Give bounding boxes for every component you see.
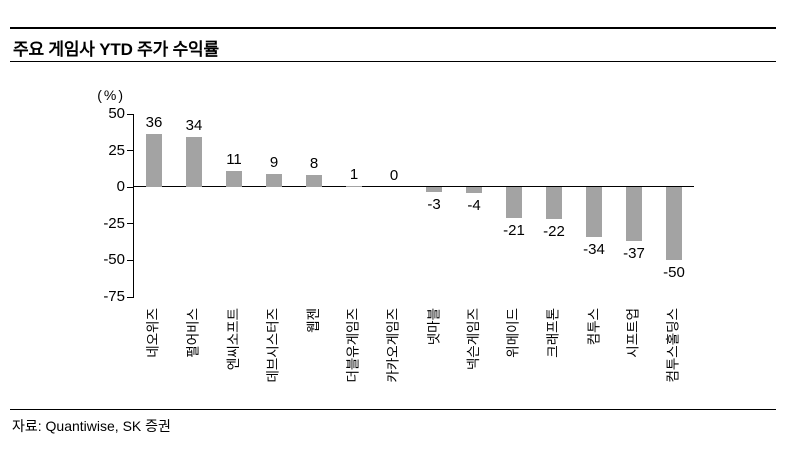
y-axis-unit-label: (%) (97, 87, 125, 103)
y-tick-mark (127, 296, 134, 298)
source-note: 자료: Quantiwise, SK 증권 (12, 418, 171, 434)
x-category-label: 네오위즈 (146, 308, 161, 358)
bar (586, 187, 602, 237)
x-category-label: 위메이드 (506, 308, 521, 358)
bar-value-label: -4 (467, 197, 481, 215)
bar-value-label: -50 (663, 264, 685, 282)
y-tick-label: -50 (103, 251, 125, 269)
y-tick-mark (127, 186, 134, 188)
x-category-label: 펄어비스 (186, 308, 201, 358)
y-axis-tick-labels: 50 25 0 -25 -50 -75 (70, 105, 125, 305)
bar-chart-plot-area: 36 네오위즈 34 펄어비스 11 엔씨소프트 9 데브시스터즈 8 웹젠 1 더블유게임즈 0 카카오… (127, 113, 694, 383)
y-tick-label: -75 (103, 288, 125, 305)
x-category-label: 컴투스홀딩스 (666, 308, 681, 383)
bar (146, 134, 162, 188)
x-axis-line (134, 186, 694, 188)
bar-value-label: 9 (269, 154, 279, 172)
bar-value-label: -34 (583, 240, 605, 258)
bar-value-label: -3 (427, 195, 441, 213)
footer-rule (10, 409, 776, 410)
x-category-label: 넷마블 (426, 308, 441, 346)
x-category-label: 넥슨게임즈 (466, 308, 481, 371)
y-tick-label: 50 (108, 105, 125, 122)
bar-value-label: -22 (543, 223, 565, 241)
y-tick-mark (127, 113, 134, 115)
bar (306, 175, 322, 188)
bar (186, 137, 202, 188)
bar (506, 187, 522, 218)
x-category-label: 더블유게임즈 (346, 308, 361, 383)
bar-value-label: 36 (145, 114, 163, 132)
bar (546, 187, 562, 220)
y-tick-mark (127, 150, 134, 152)
bar (666, 187, 682, 261)
y-tick-label: 25 (108, 141, 125, 159)
x-category-label: 컴투스 (586, 308, 601, 346)
x-category-label: 웹젠 (306, 308, 321, 333)
bar (346, 185, 362, 188)
bar-value-label: 1 (349, 165, 359, 183)
title-rule-top (10, 27, 776, 29)
bar (266, 174, 282, 188)
bar-value-label: 0 (389, 167, 399, 185)
bar (466, 187, 482, 194)
x-category-label: 크래프톤 (546, 308, 561, 358)
x-category-label: 카카오게임즈 (386, 308, 401, 383)
bar-value-label: -21 (503, 221, 525, 239)
bar (426, 187, 442, 192)
x-category-label: 시프트업 (626, 308, 641, 358)
bar (626, 187, 642, 242)
bar-value-label: 11 (226, 151, 242, 169)
y-tick-label: 0 (116, 178, 125, 196)
bar-value-label: -37 (623, 245, 645, 263)
bar-value-label: 8 (309, 155, 319, 173)
x-category-label: 데브시스터즈 (266, 308, 281, 383)
y-tick-mark (127, 259, 134, 261)
title-rule-bottom (10, 61, 776, 62)
y-tick-mark (127, 223, 134, 225)
y-tick-label: -25 (103, 214, 125, 232)
chart-title: 주요 게임사 YTD 주가 수익률 (13, 40, 219, 59)
bar-value-label: 34 (185, 117, 203, 135)
x-category-label: 엔씨소프트 (226, 308, 241, 371)
bar (226, 171, 242, 188)
